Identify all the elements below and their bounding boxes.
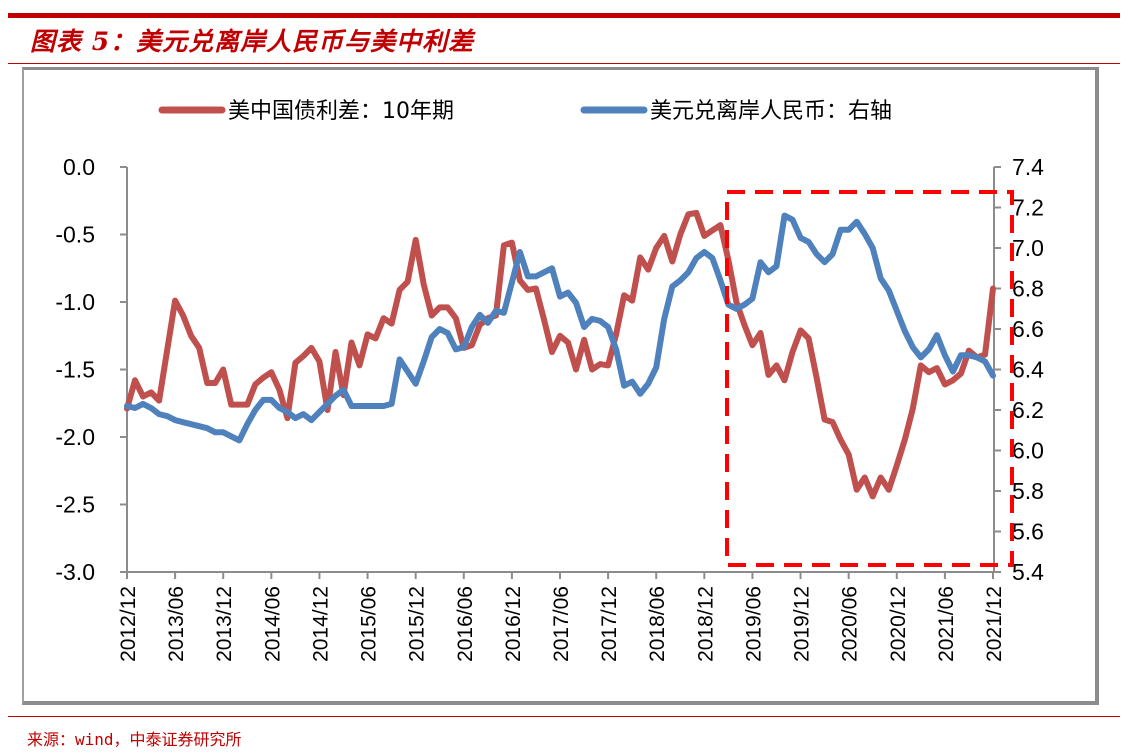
left-y-tick-label: 0.0 <box>63 154 95 180</box>
figure-title: 图表 5：美元兑离岸人民币与美中利差 <box>30 27 475 56</box>
header-top-bar <box>8 13 1120 18</box>
x-tick-label: 2012/12 <box>117 586 140 662</box>
x-tick-label: 2013/12 <box>213 586 236 662</box>
right-y-tick-label: 7.4 <box>1012 154 1044 180</box>
series-line-spread <box>124 209 996 500</box>
x-tick-label: 2021/12 <box>983 586 1006 662</box>
x-tick-label: 2014/06 <box>261 586 284 662</box>
left-y-tick-label: -2.0 <box>55 424 95 450</box>
right-y-tick-label: 6.4 <box>1012 357 1044 383</box>
left-y-tick-label: -1.5 <box>55 357 95 383</box>
series-lines <box>124 209 996 500</box>
x-tick-label: 2016/12 <box>502 586 525 662</box>
annotations <box>725 190 1014 567</box>
x-tick-label: 2017/12 <box>598 586 621 662</box>
x-tick-label: 2016/06 <box>454 586 477 662</box>
x-tick-label: 2017/06 <box>550 586 573 662</box>
footer-divider <box>8 716 1120 717</box>
right-y-tick-label: 6.2 <box>1012 397 1044 423</box>
left-y-tick-label: -1.0 <box>55 289 95 315</box>
x-tick-label: 2021/06 <box>935 586 958 662</box>
left-y-tick-label: -3.0 <box>55 559 95 585</box>
x-tick-label: 2018/12 <box>694 586 717 662</box>
x-tick-label: 2020/06 <box>839 586 862 662</box>
right-y-tick-label: 7.0 <box>1012 235 1044 261</box>
right-y-tick-label: 5.8 <box>1012 478 1044 504</box>
x-tick-label: 2019/06 <box>742 586 765 662</box>
x-tick-label: 2019/12 <box>791 586 814 662</box>
axes: 0.0 -0.5 -1.0 -1.5 -2.0 -2.5 -3.0 7.4 7.2 7.0 6.8 6… <box>55 154 1044 662</box>
series-line-cnh <box>124 212 996 444</box>
x-tick-label: 2013/06 <box>165 586 188 662</box>
x-tick-label: 2018/06 <box>646 586 669 662</box>
x-tick-label: 2020/12 <box>887 586 910 662</box>
right-y-tick-label: 6.8 <box>1012 276 1044 302</box>
legend: 美中国债利差：10年期 美元兑离岸人民币：右轴 <box>158 99 892 124</box>
title-divider <box>8 63 1120 64</box>
x-tick-label: 2015/06 <box>358 586 381 662</box>
left-y-tick-label: -2.5 <box>55 492 95 518</box>
legend-label-cnh: 美元兑离岸人民币：右轴 <box>650 99 892 124</box>
highlight-dashed-box <box>725 190 1014 567</box>
x-tick-label: 2014/12 <box>309 586 332 662</box>
x-tick-label: 2015/12 <box>406 586 429 662</box>
right-y-tick-label: 7.2 <box>1012 195 1044 221</box>
right-y-tick-label: 6.6 <box>1012 316 1044 342</box>
legend-label-spread: 美中国债利差：10年期 <box>228 99 454 124</box>
right-y-tick-label: 6.0 <box>1012 438 1044 464</box>
right-y-tick-label: 5.4 <box>1012 559 1044 585</box>
left-y-tick-label: -0.5 <box>55 222 95 248</box>
source-note: 来源：wind，中泰证券研究所 <box>27 730 242 749</box>
right-y-tick-label: 5.6 <box>1012 519 1044 545</box>
